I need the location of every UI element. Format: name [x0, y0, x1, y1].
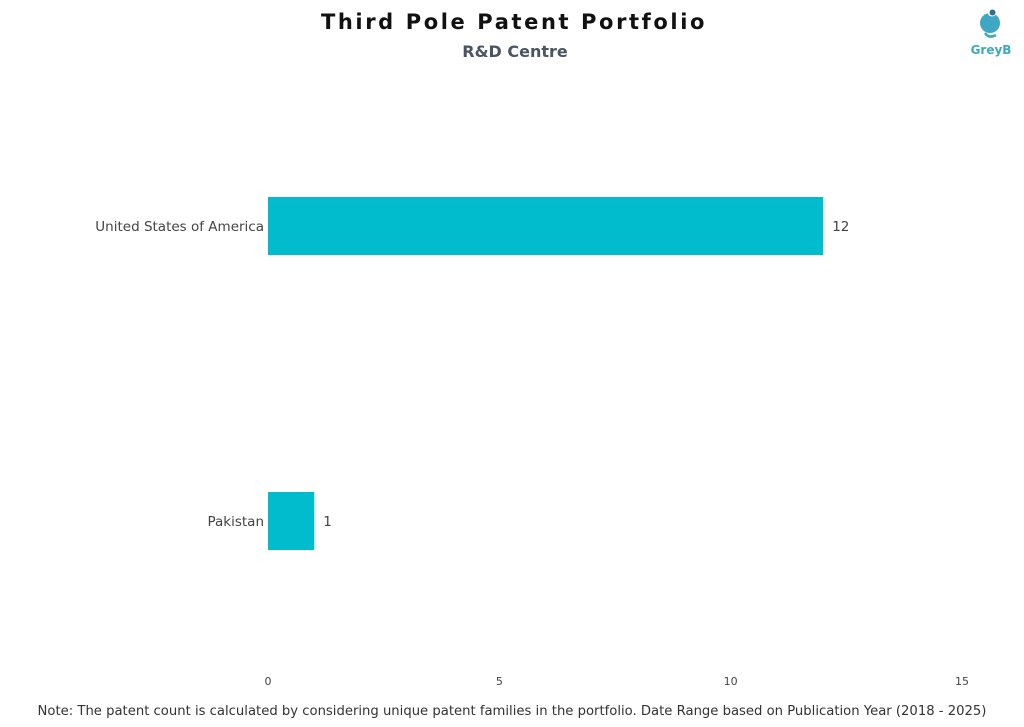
x-tick-label: 10	[724, 675, 738, 688]
x-tick-label: 0	[265, 675, 272, 688]
x-tick-label: 15	[955, 675, 969, 688]
bar	[268, 197, 824, 255]
chart-subtitle: R&D Centre	[462, 42, 568, 61]
data-label: 1	[323, 514, 332, 530]
logo-text: GreyB	[970, 43, 1012, 57]
data-label: 12	[832, 219, 849, 235]
bar	[268, 492, 315, 550]
category-label: United States of America	[95, 219, 264, 235]
x-tick-label: 5	[496, 675, 503, 688]
chart-title: Third Pole Patent Portfolio	[320, 10, 708, 34]
category-label: Pakistan	[207, 514, 264, 530]
greyb-logo: GreyB	[965, 5, 1017, 60]
greyb-logo-icon	[980, 7, 1000, 38]
footnote: Note: The patent count is calculated by …	[37, 704, 987, 719]
